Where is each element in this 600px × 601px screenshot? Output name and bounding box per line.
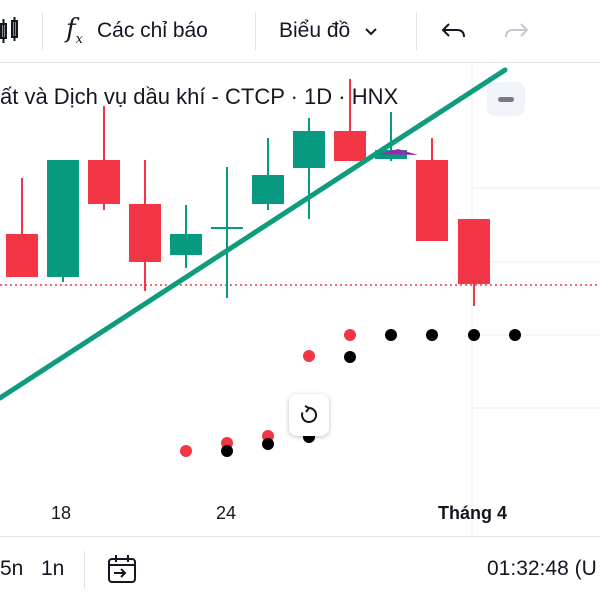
- x-axis-label-24: 24: [216, 503, 237, 523]
- candle-body: [458, 219, 490, 284]
- clock-text[interactable]: 01:32:48 (U: [487, 557, 597, 580]
- chart-area[interactable]: [0, 63, 600, 535]
- candles-icon[interactable]: [0, 0, 20, 62]
- candle-body: [170, 234, 202, 255]
- candle-body: [47, 160, 79, 277]
- reset-icon: [301, 405, 318, 423]
- x-axis-label-month: Tháng 4: [438, 503, 508, 523]
- candle-body: [6, 234, 38, 277]
- candle-body: [293, 131, 325, 168]
- candle-body: [211, 227, 243, 229]
- bottom-toolbar: 5n 1n 01:32:48 (U: [0, 536, 600, 601]
- sar-dot-red: [303, 350, 315, 362]
- sar-dot-black: [509, 329, 521, 341]
- date-range-icon[interactable]: [106, 537, 138, 601]
- indicators-button[interactable]: fx Các chỉ báo: [66, 0, 208, 62]
- reset-chart-button[interactable]: [289, 394, 329, 436]
- drawing-marker: [378, 149, 418, 155]
- candle-body: [129, 204, 161, 262]
- fx-icon: fx: [66, 14, 83, 48]
- toolbar-divider: [416, 12, 417, 50]
- collapse-legend-button[interactable]: [487, 82, 525, 116]
- minus-icon: [498, 96, 514, 102]
- sar-dot-black: [426, 329, 438, 341]
- toolbar-divider: [42, 12, 43, 50]
- candle-body: [88, 160, 120, 204]
- candle-body: [334, 131, 366, 161]
- indicators-label: Các chỉ báo: [96, 19, 208, 42]
- range-1m-button[interactable]: 1n: [41, 557, 65, 580]
- candle-body: [416, 160, 448, 241]
- chevron-down-icon: [364, 19, 378, 43]
- candle-body: [375, 150, 407, 159]
- sar-dot-black: [468, 329, 480, 341]
- bottombar-divider: [84, 551, 85, 589]
- chart-type-label: Biểu đồ: [279, 19, 351, 42]
- top-toolbar: fx Các chỉ báo Biểu đồ: [0, 0, 600, 63]
- x-axis-label-18: 18: [51, 503, 72, 523]
- sar-dot-black: [221, 445, 233, 457]
- chart-type-button[interactable]: Biểu đồ: [279, 0, 378, 62]
- candle-body: [252, 175, 284, 204]
- undo-icon[interactable]: [441, 0, 467, 62]
- sar-dot-black: [262, 438, 274, 450]
- symbol-legend-title: ất và Dịch vụ dầu khí - CTCP · 1D · HNX: [0, 84, 399, 109]
- sar-dot-black: [385, 329, 397, 341]
- sar-dot-red: [344, 329, 356, 341]
- sar-dot-red: [180, 445, 192, 457]
- sar-dot-black: [344, 351, 356, 363]
- toolbar-divider: [255, 12, 256, 50]
- trend-line: [0, 67, 508, 401]
- range-5d-button[interactable]: 5n: [0, 557, 24, 580]
- redo-icon[interactable]: [503, 0, 529, 62]
- price-chart[interactable]: [0, 63, 600, 535]
